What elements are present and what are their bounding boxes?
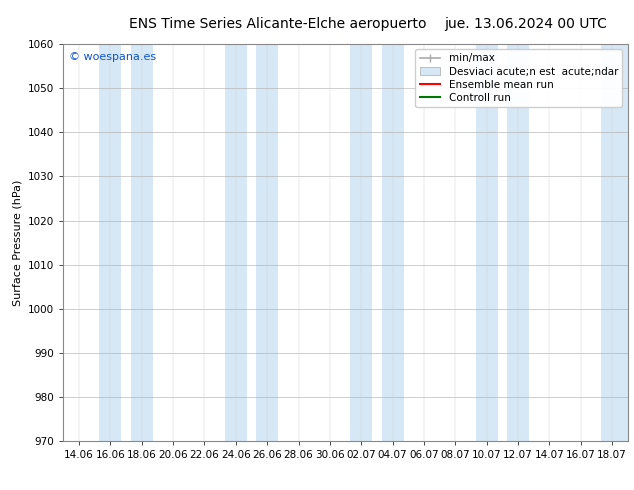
Bar: [100, 44, 121, 441]
Bar: [382, 44, 403, 441]
Y-axis label: Surface Pressure (hPa): Surface Pressure (hPa): [13, 179, 23, 306]
Bar: [350, 44, 372, 441]
Bar: [507, 44, 529, 441]
Text: © woespana.es: © woespana.es: [69, 52, 156, 62]
Text: jue. 13.06.2024 00 UTC: jue. 13.06.2024 00 UTC: [444, 17, 607, 31]
Bar: [256, 44, 278, 441]
Bar: [601, 44, 628, 441]
Bar: [476, 44, 498, 441]
Legend: min/max, Desviaci acute;n est  acute;ndar, Ensemble mean run, Controll run: min/max, Desviaci acute;n est acute;ndar…: [415, 49, 623, 107]
Text: ENS Time Series Alicante-Elche aeropuerto: ENS Time Series Alicante-Elche aeropuert…: [129, 17, 427, 31]
Bar: [225, 44, 247, 441]
Bar: [131, 44, 153, 441]
